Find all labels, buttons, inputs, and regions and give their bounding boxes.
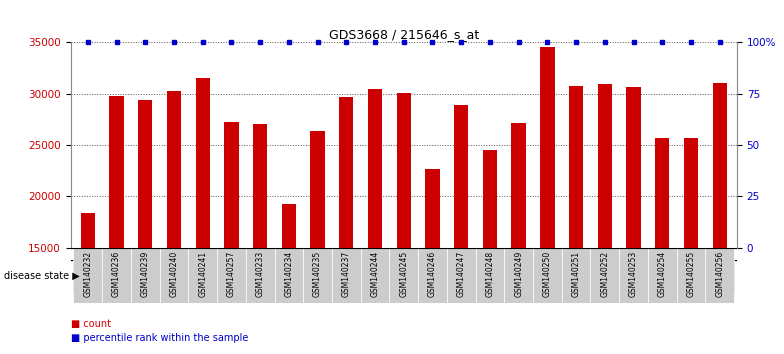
Bar <box>511 122 526 248</box>
Bar <box>454 105 468 248</box>
Bar <box>74 260 217 292</box>
Bar <box>339 97 354 248</box>
Text: disease state ▶: disease state ▶ <box>4 271 80 281</box>
Bar <box>476 248 504 303</box>
Bar <box>597 84 612 248</box>
Bar <box>274 248 303 303</box>
Text: GSM140251: GSM140251 <box>572 251 581 297</box>
Bar <box>217 248 245 303</box>
Bar <box>447 248 476 303</box>
Bar <box>706 248 734 303</box>
Text: GSM140241: GSM140241 <box>198 251 207 297</box>
Bar <box>655 138 670 248</box>
Bar <box>590 248 619 303</box>
Bar <box>619 248 648 303</box>
Bar <box>195 79 210 248</box>
Text: heterozygous FH: heterozygous FH <box>101 271 189 281</box>
Bar <box>167 91 181 248</box>
Text: GSM140246: GSM140246 <box>428 251 437 297</box>
Text: GSM140249: GSM140249 <box>514 251 523 297</box>
Text: GSM140253: GSM140253 <box>629 251 638 297</box>
Bar <box>397 93 411 248</box>
Text: GSM140232: GSM140232 <box>83 251 93 297</box>
Bar <box>425 169 440 248</box>
Bar <box>540 47 554 248</box>
Bar <box>224 121 238 248</box>
Text: ■ count: ■ count <box>71 319 111 329</box>
Text: GSM140250: GSM140250 <box>543 251 552 297</box>
Text: GSM140234: GSM140234 <box>285 251 293 297</box>
Text: GSM140254: GSM140254 <box>658 251 666 297</box>
Bar <box>684 138 699 248</box>
Text: GSM140237: GSM140237 <box>342 251 350 297</box>
Bar <box>332 248 361 303</box>
Text: GSM140256: GSM140256 <box>715 251 724 297</box>
Text: GSM140248: GSM140248 <box>485 251 495 297</box>
Bar <box>281 204 296 248</box>
Bar <box>310 131 325 248</box>
Bar <box>138 100 152 248</box>
Bar <box>626 87 641 248</box>
Bar <box>303 248 332 303</box>
Bar <box>81 213 95 248</box>
Text: GSM140236: GSM140236 <box>112 251 121 297</box>
Bar <box>188 248 217 303</box>
Bar <box>253 124 267 248</box>
Bar <box>713 82 727 248</box>
Text: homozygous FH: homozygous FH <box>247 271 330 281</box>
Bar <box>131 248 160 303</box>
Text: GSM140257: GSM140257 <box>227 251 236 297</box>
Bar <box>361 260 734 292</box>
Text: control: control <box>529 271 565 281</box>
Bar <box>109 96 124 248</box>
Text: GSM140244: GSM140244 <box>371 251 379 297</box>
Bar <box>569 86 583 248</box>
Bar <box>562 248 590 303</box>
Text: GSM140233: GSM140233 <box>256 251 265 297</box>
Text: GSM140247: GSM140247 <box>457 251 466 297</box>
Bar <box>160 248 188 303</box>
Text: GSM140235: GSM140235 <box>313 251 322 297</box>
Text: GSM140255: GSM140255 <box>687 251 695 297</box>
Bar <box>102 248 131 303</box>
Title: GDS3668 / 215646_s_at: GDS3668 / 215646_s_at <box>328 28 479 41</box>
Bar <box>217 260 361 292</box>
Bar <box>648 248 677 303</box>
Bar <box>368 88 383 248</box>
Text: ■ percentile rank within the sample: ■ percentile rank within the sample <box>71 333 248 343</box>
Bar <box>504 248 533 303</box>
Text: GSM140252: GSM140252 <box>601 251 609 297</box>
Bar <box>74 248 102 303</box>
Text: GSM140245: GSM140245 <box>399 251 408 297</box>
Bar <box>533 248 562 303</box>
Bar <box>418 248 447 303</box>
Bar <box>677 248 706 303</box>
Bar <box>483 150 497 248</box>
Text: GSM140239: GSM140239 <box>141 251 150 297</box>
Bar <box>361 248 390 303</box>
Bar <box>390 248 418 303</box>
Text: GSM140240: GSM140240 <box>169 251 179 297</box>
Bar <box>245 248 274 303</box>
